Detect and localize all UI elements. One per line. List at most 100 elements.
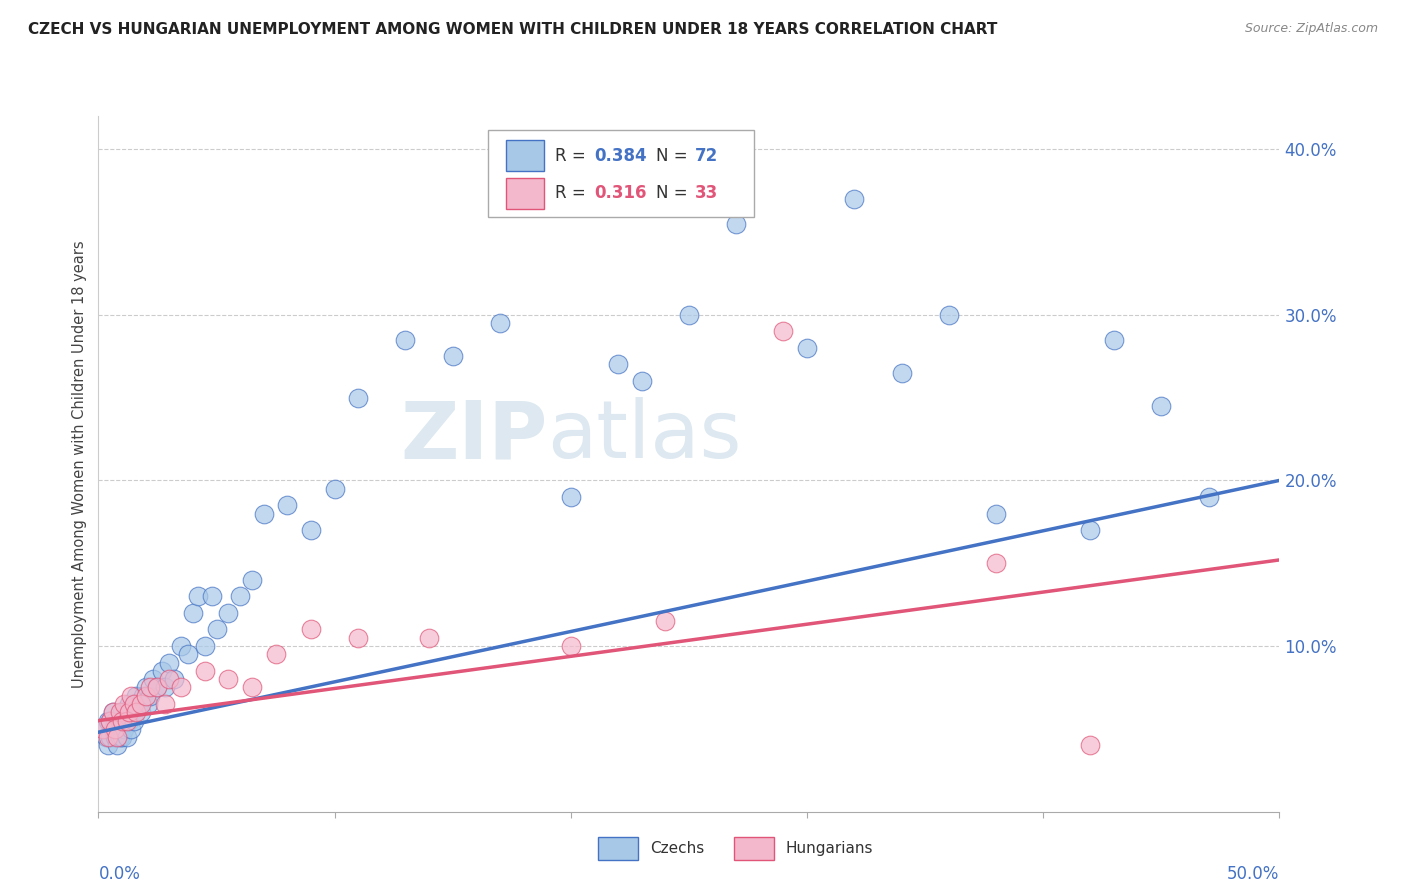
Point bbox=[121, 706, 143, 720]
Point bbox=[217, 606, 239, 620]
Point bbox=[1080, 739, 1102, 753]
Point bbox=[772, 324, 794, 338]
Point bbox=[217, 672, 239, 686]
Text: 72: 72 bbox=[695, 147, 718, 165]
Point bbox=[170, 639, 193, 653]
Point bbox=[181, 606, 204, 620]
Point bbox=[153, 697, 176, 711]
Point bbox=[1080, 523, 1102, 537]
Point bbox=[139, 681, 162, 695]
Point bbox=[115, 730, 138, 744]
Point bbox=[194, 664, 217, 678]
Point bbox=[105, 730, 128, 744]
Point bbox=[205, 623, 228, 637]
Text: R =: R = bbox=[555, 185, 592, 202]
Text: 0.0%: 0.0% bbox=[98, 864, 141, 883]
Point bbox=[240, 573, 263, 587]
Point bbox=[122, 697, 145, 711]
FancyBboxPatch shape bbox=[506, 140, 544, 171]
Point bbox=[121, 722, 143, 736]
Point bbox=[108, 714, 131, 728]
Text: 0.316: 0.316 bbox=[595, 185, 647, 202]
Text: Czechs: Czechs bbox=[650, 841, 704, 856]
Point bbox=[938, 308, 960, 322]
Point bbox=[112, 697, 135, 711]
Point bbox=[142, 672, 165, 686]
Point bbox=[240, 681, 263, 695]
Y-axis label: Unemployment Among Women with Children Under 18 years: Unemployment Among Women with Children U… bbox=[72, 240, 87, 688]
Point bbox=[101, 706, 124, 720]
Point bbox=[122, 714, 145, 728]
Text: 33: 33 bbox=[695, 185, 718, 202]
Point bbox=[112, 714, 135, 728]
Point bbox=[128, 697, 150, 711]
Point bbox=[125, 689, 148, 703]
Point bbox=[394, 333, 416, 347]
Point bbox=[560, 639, 582, 653]
Point bbox=[441, 349, 464, 363]
Point bbox=[984, 507, 1007, 521]
Point bbox=[323, 482, 346, 496]
Point bbox=[170, 681, 193, 695]
Point bbox=[94, 730, 117, 744]
Point bbox=[101, 722, 124, 736]
Point bbox=[276, 498, 298, 512]
Point bbox=[1198, 490, 1220, 504]
Point bbox=[111, 714, 134, 728]
Point bbox=[139, 689, 162, 703]
Text: atlas: atlas bbox=[547, 397, 741, 475]
Point bbox=[796, 341, 818, 355]
Point bbox=[1150, 399, 1173, 413]
Point bbox=[890, 366, 912, 380]
Point bbox=[115, 714, 138, 728]
FancyBboxPatch shape bbox=[734, 837, 773, 861]
Point bbox=[97, 714, 120, 728]
Text: R =: R = bbox=[555, 147, 592, 165]
Point bbox=[118, 706, 141, 720]
Point bbox=[101, 706, 124, 720]
Point bbox=[104, 722, 127, 736]
Point bbox=[630, 374, 652, 388]
Point bbox=[146, 681, 169, 695]
Point bbox=[177, 648, 200, 662]
FancyBboxPatch shape bbox=[488, 130, 754, 217]
Point bbox=[194, 639, 217, 653]
Text: ZIP: ZIP bbox=[399, 397, 547, 475]
Point bbox=[560, 490, 582, 504]
Point bbox=[118, 714, 141, 728]
Point bbox=[347, 391, 370, 405]
Text: N =: N = bbox=[655, 185, 693, 202]
Point bbox=[129, 706, 152, 720]
Point bbox=[146, 681, 169, 695]
FancyBboxPatch shape bbox=[598, 837, 638, 861]
Point bbox=[111, 706, 134, 720]
Point bbox=[163, 672, 186, 686]
Point bbox=[253, 507, 276, 521]
Point bbox=[654, 614, 676, 628]
Point bbox=[132, 689, 155, 703]
Point bbox=[111, 722, 134, 736]
Point bbox=[115, 706, 138, 720]
Point bbox=[98, 730, 121, 744]
Text: N =: N = bbox=[655, 147, 693, 165]
Point bbox=[299, 523, 322, 537]
Point bbox=[347, 631, 370, 645]
Point bbox=[105, 739, 128, 753]
Point bbox=[299, 623, 322, 637]
Point bbox=[98, 714, 121, 728]
Point bbox=[136, 697, 159, 711]
Point bbox=[104, 714, 127, 728]
Point bbox=[104, 730, 127, 744]
Point bbox=[264, 648, 287, 662]
Text: 50.0%: 50.0% bbox=[1227, 864, 1279, 883]
Text: Source: ZipAtlas.com: Source: ZipAtlas.com bbox=[1244, 22, 1378, 36]
Point bbox=[97, 739, 120, 753]
Point bbox=[1102, 333, 1125, 347]
Point bbox=[108, 730, 131, 744]
Point bbox=[187, 590, 209, 604]
Point bbox=[725, 217, 748, 231]
FancyBboxPatch shape bbox=[506, 178, 544, 209]
Point bbox=[844, 192, 866, 206]
Point bbox=[153, 681, 176, 695]
Point bbox=[201, 590, 224, 604]
